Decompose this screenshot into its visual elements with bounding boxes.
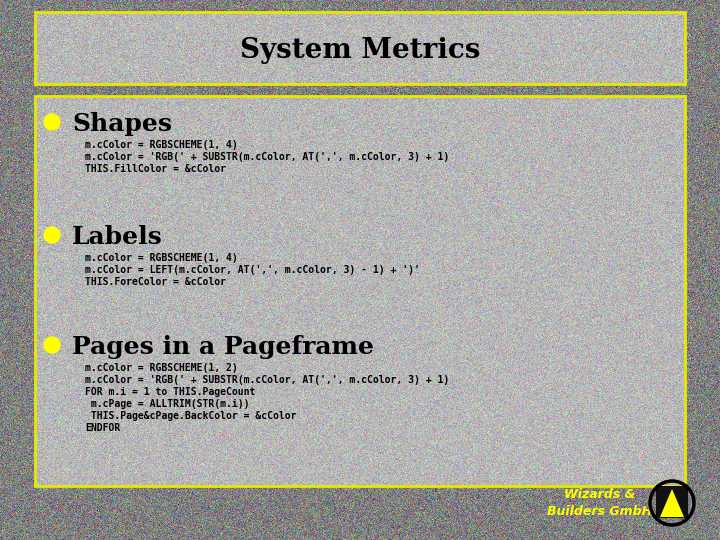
Text: m.cPage = ALLTRIM(STR(m.i)): m.cPage = ALLTRIM(STR(m.i)) xyxy=(85,399,250,409)
Text: Pages in a Pageframe: Pages in a Pageframe xyxy=(72,335,374,359)
Text: FOR m.i = 1 to THIS.PageCount: FOR m.i = 1 to THIS.PageCount xyxy=(85,387,256,397)
Text: ENDFOR: ENDFOR xyxy=(85,423,120,433)
Text: System Metrics: System Metrics xyxy=(240,37,480,64)
Bar xyxy=(656,486,688,518)
Text: m.cColor = RGBSCHEME(1, 4): m.cColor = RGBSCHEME(1, 4) xyxy=(85,140,238,150)
Text: m.cColor = RGBSCHEME(1, 4): m.cColor = RGBSCHEME(1, 4) xyxy=(85,253,238,263)
Text: THIS.ForeColor = &cColor: THIS.ForeColor = &cColor xyxy=(85,277,226,287)
Text: m.cColor = 'RGB(' + SUBSTR(m.cColor, AT(',', m.cColor, 3) + 1): m.cColor = 'RGB(' + SUBSTR(m.cColor, AT(… xyxy=(85,375,449,385)
Text: Labels: Labels xyxy=(72,225,163,249)
Circle shape xyxy=(44,114,60,130)
Circle shape xyxy=(44,337,60,353)
Polygon shape xyxy=(660,489,684,517)
Text: THIS.FillColor = &cColor: THIS.FillColor = &cColor xyxy=(85,164,226,174)
Text: m.cColor = 'RGB(' + SUBSTR(m.cColor, AT(',', m.cColor, 3) + 1): m.cColor = 'RGB(' + SUBSTR(m.cColor, AT(… xyxy=(85,152,449,162)
Circle shape xyxy=(44,227,60,243)
Text: THIS.Page&cPage.BackColor = &cColor: THIS.Page&cPage.BackColor = &cColor xyxy=(85,411,297,421)
Text: Wizards &
Builders GmbH: Wizards & Builders GmbH xyxy=(547,488,652,518)
Text: m.cColor = RGBSCHEME(1, 2): m.cColor = RGBSCHEME(1, 2) xyxy=(85,363,238,373)
Text: m.cColor = LEFT(m.cColor, AT(',', m.cColor, 3) - 1) + ')': m.cColor = LEFT(m.cColor, AT(',', m.cCol… xyxy=(85,265,420,275)
Text: Shapes: Shapes xyxy=(72,112,172,136)
